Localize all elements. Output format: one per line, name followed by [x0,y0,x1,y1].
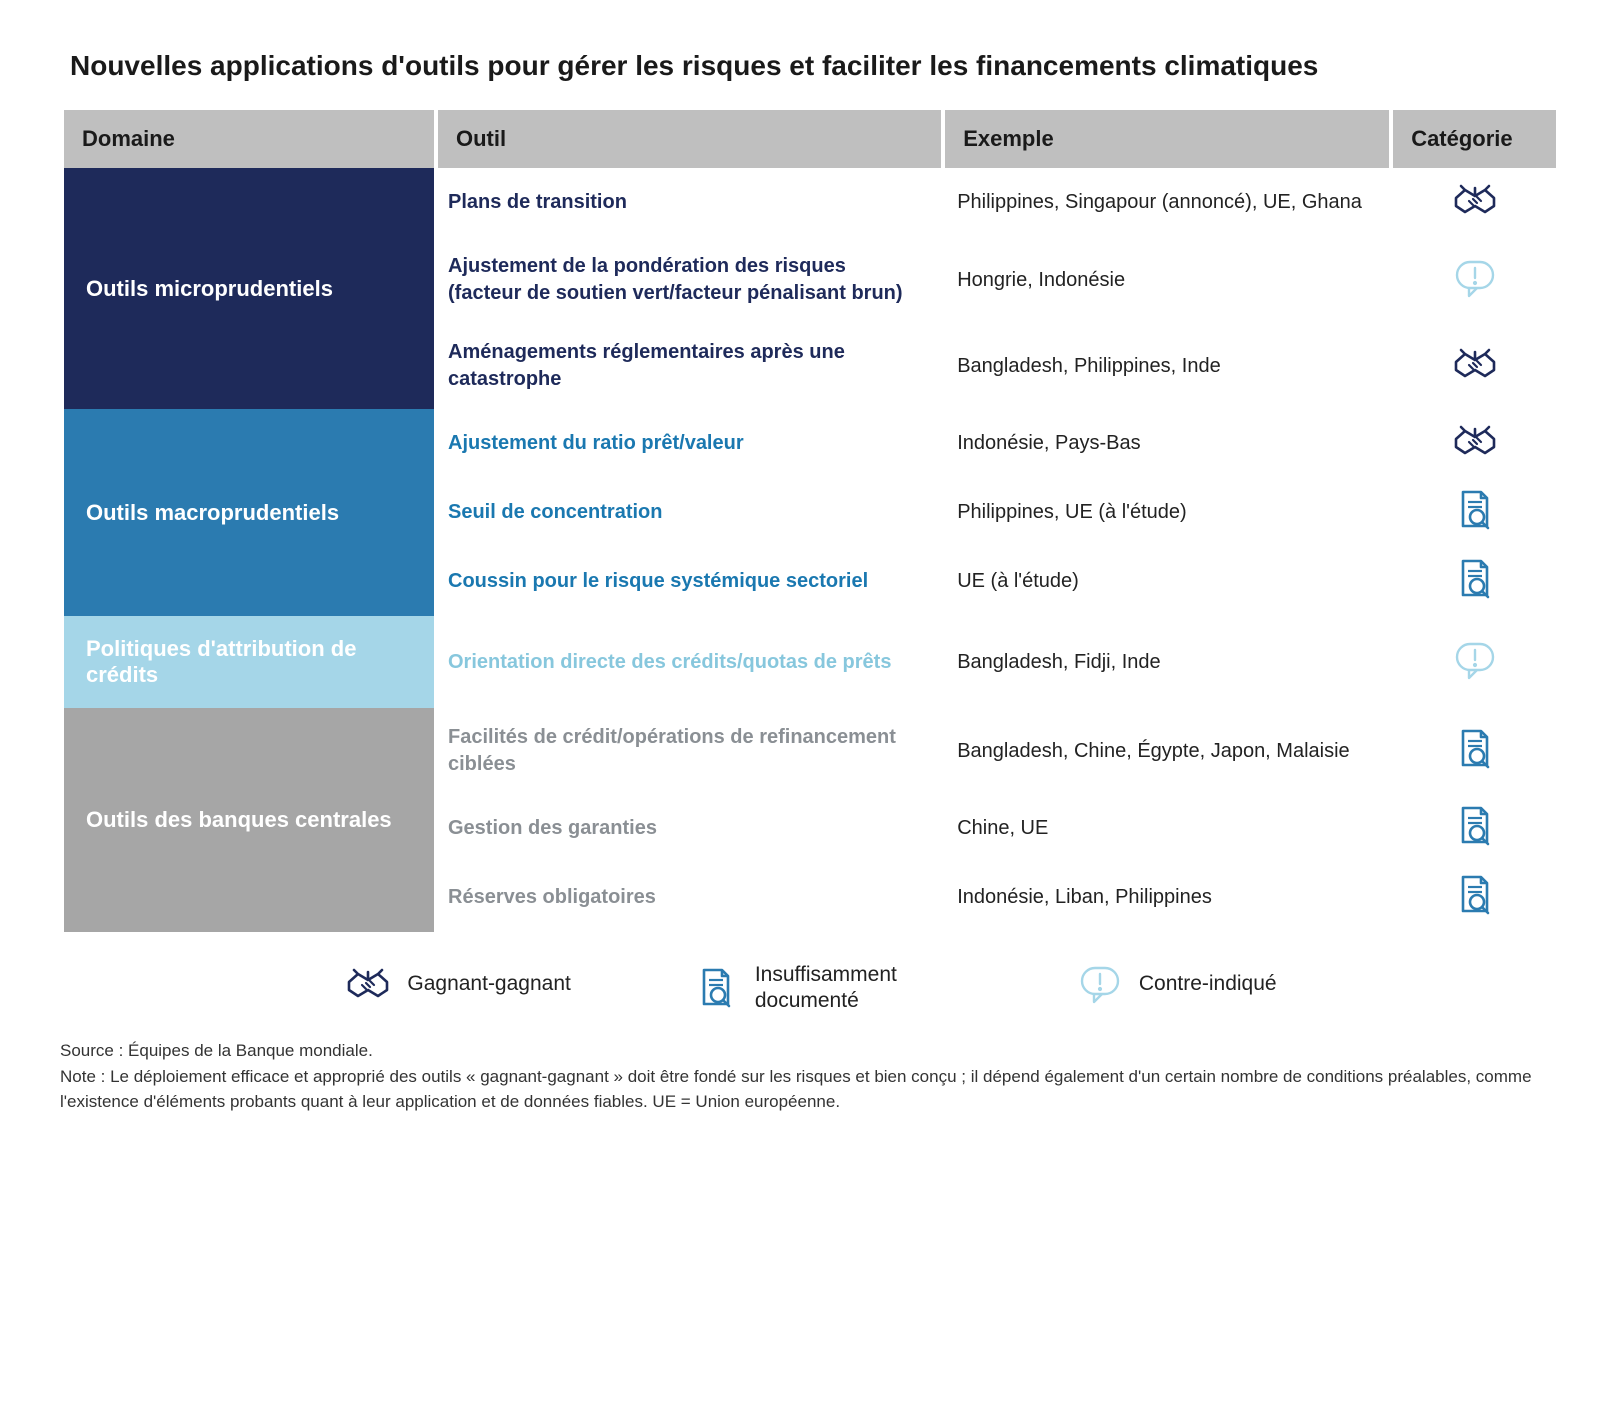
domain-cell-central: Outils des banques centrales [64,708,434,932]
col-example-header: Exemple [945,110,1389,168]
example-cell: Bangladesh, Philippines, Inde [945,323,1389,409]
example-cell: Bangladesh, Fidji, Inde [945,616,1389,708]
tool-cell: Aménagements réglementaires après une ca… [438,323,941,409]
category-cell [1393,478,1556,547]
doc-icon [1448,727,1502,771]
page-title: Nouvelles applications d'outils pour gér… [60,50,1560,82]
category-cell [1393,616,1556,708]
doc-icon [1448,804,1502,848]
methodology-note: Note : Le déploiement efficace et approp… [60,1065,1560,1114]
doc-icon [1448,873,1502,917]
category-cell [1393,323,1556,409]
tool-cell: Orientation directe des crédits/quotas d… [438,616,941,708]
tool-cell: Réserves obligatoires [438,863,941,932]
legend-handshake: Gagnant-gagnant [343,962,570,1006]
legend: Gagnant-gagnant Insuffisamment documenté… [60,962,1560,1015]
domain-cell-micro: Outils microprudentiels [64,168,434,409]
tool-cell: Seuil de concentration [438,478,941,547]
tool-cell: Gestion des garanties [438,794,941,863]
domain-cell-credit: Politiques d'attribution de crédits [64,616,434,708]
example-cell: Indonésie, Liban, Philippines [945,863,1389,932]
example-cell: Bangladesh, Chine, Égypte, Japon, Malais… [945,708,1389,794]
table-row: Outils des banques centralesFacilités de… [64,708,1556,794]
table-row: Outils macroprudentielsAjustement du rat… [64,409,1556,478]
example-cell: UE (à l'étude) [945,547,1389,616]
category-cell [1393,794,1556,863]
legend-bubble-label: Contre-indiqué [1139,971,1277,997]
col-domain-header: Domaine [64,110,434,168]
domain-cell-macro: Outils macroprudentiels [64,409,434,616]
handshake-icon [1448,419,1502,463]
tool-cell: Ajustement de la pondération des risques… [438,237,941,323]
category-cell [1393,168,1556,237]
col-category-header: Catégorie [1393,110,1556,168]
handshake-icon [1448,178,1502,222]
category-cell [1393,547,1556,616]
tools-table: Domaine Outil Exemple Catégorie Outils m… [60,110,1560,932]
category-cell [1393,409,1556,478]
table-row: Politiques d'attribution de créditsOrien… [64,616,1556,708]
doc-search-icon [691,966,741,1010]
example-cell: Indonésie, Pays-Bas [945,409,1389,478]
tool-cell: Ajustement du ratio prêt/valeur [438,409,941,478]
doc-icon [1448,488,1502,532]
table-header-row: Domaine Outil Exemple Catégorie [64,110,1556,168]
legend-bubble: Contre-indiqué [1075,962,1277,1006]
handshake-icon [343,962,393,1006]
bubble-icon [1448,638,1502,682]
source-note: Source : Équipes de la Banque mondiale. [60,1039,1560,1064]
tool-cell: Coussin pour le risque systémique sector… [438,547,941,616]
tool-cell: Facilités de crédit/opérations de refina… [438,708,941,794]
example-cell: Philippines, UE (à l'étude) [945,478,1389,547]
legend-doc: Insuffisamment documenté [691,962,955,1015]
speech-alert-icon [1075,962,1125,1006]
category-cell [1393,237,1556,323]
table-row: Outils microprudentielsPlans de transiti… [64,168,1556,237]
category-cell [1393,863,1556,932]
example-cell: Hongrie, Indonésie [945,237,1389,323]
category-cell [1393,708,1556,794]
legend-handshake-label: Gagnant-gagnant [407,971,570,997]
legend-doc-label: Insuffisamment documenté [755,962,955,1015]
footnotes: Source : Équipes de la Banque mondiale. … [60,1039,1560,1115]
doc-icon [1448,557,1502,601]
handshake-icon [1448,342,1502,386]
example-cell: Philippines, Singapour (annoncé), UE, Gh… [945,168,1389,237]
bubble-icon [1448,256,1502,300]
col-tool-header: Outil [438,110,941,168]
tool-cell: Plans de transition [438,168,941,237]
example-cell: Chine, UE [945,794,1389,863]
